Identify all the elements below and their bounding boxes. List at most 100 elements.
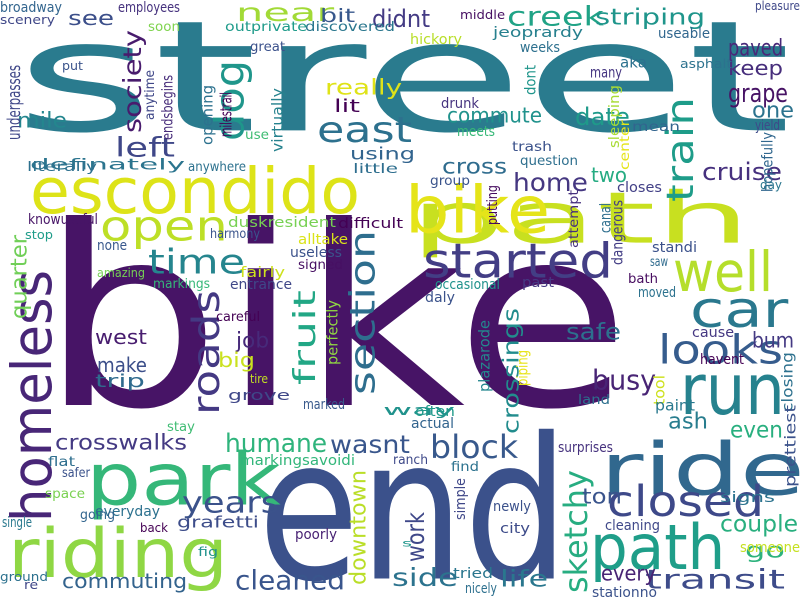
word-93: weeks bbox=[520, 38, 560, 56]
word-157: land bbox=[578, 391, 610, 408]
word-19: closed bbox=[607, 476, 765, 527]
word-13: started bbox=[423, 232, 613, 289]
word-138: stop bbox=[25, 227, 53, 242]
word-160: often bbox=[415, 402, 455, 420]
word-58: life bbox=[500, 564, 549, 592]
word-75: go bbox=[745, 538, 785, 563]
word-87: jeoprardy bbox=[493, 23, 584, 41]
word-36: wasnt bbox=[330, 429, 410, 459]
word-88: middle bbox=[460, 7, 506, 22]
word-180: ground bbox=[0, 569, 48, 584]
word-145: markings bbox=[153, 275, 211, 292]
word-59: every bbox=[601, 561, 656, 586]
word-81: scenery bbox=[0, 12, 55, 27]
word-69: job bbox=[236, 328, 270, 353]
word-71: trip bbox=[95, 370, 145, 392]
word-139: harmony bbox=[210, 225, 261, 242]
word-182: tried bbox=[453, 564, 494, 582]
word-100: anytime bbox=[141, 70, 158, 120]
word-167: safer bbox=[62, 464, 91, 481]
word-82: soon bbox=[148, 18, 180, 35]
word-156: grove bbox=[228, 386, 291, 404]
word-129: prettiest bbox=[781, 405, 800, 487]
word-143: signed bbox=[298, 256, 343, 273]
word-161: actual bbox=[411, 414, 454, 432]
word-164: ranch bbox=[393, 451, 429, 468]
word-37: humane bbox=[225, 427, 328, 459]
word-54: mile bbox=[17, 108, 67, 133]
word-29: home bbox=[513, 167, 588, 197]
word-119: dangerous bbox=[608, 200, 627, 265]
word-162: flat bbox=[48, 453, 76, 470]
word-51: paved bbox=[728, 33, 783, 61]
word-17: looks bbox=[658, 326, 784, 374]
word-73: bum bbox=[752, 328, 795, 353]
word-135: knowuseful bbox=[28, 210, 98, 228]
word-131: someone bbox=[740, 538, 800, 556]
word-102: milestrail bbox=[216, 92, 236, 137]
word-155: tire bbox=[250, 371, 269, 386]
word-133: anywhere bbox=[188, 158, 246, 175]
word-85: great bbox=[250, 38, 286, 55]
word-60: lit bbox=[334, 95, 360, 117]
word-110: mean bbox=[632, 118, 680, 135]
word-50: striping bbox=[595, 4, 706, 30]
word-5: bike bbox=[405, 172, 551, 249]
word-130: signs bbox=[720, 488, 775, 506]
word-57: even bbox=[730, 415, 783, 443]
word-32: transit bbox=[645, 563, 786, 596]
word-147: entrance bbox=[230, 275, 293, 293]
word-4: escondido bbox=[30, 154, 361, 229]
word-158: marked bbox=[303, 395, 346, 413]
word-184: stationno bbox=[592, 583, 657, 600]
word-47: couple bbox=[720, 509, 799, 537]
word-52: keep bbox=[728, 56, 783, 80]
word-136: duskresident bbox=[228, 213, 336, 231]
word-6: park bbox=[86, 437, 281, 522]
word-151: careful bbox=[216, 308, 261, 325]
word-41: cross bbox=[442, 154, 508, 179]
word-113: yield bbox=[755, 116, 780, 134]
word-18: time bbox=[148, 241, 245, 282]
word-72: bit bbox=[320, 4, 356, 27]
word-175: poorly bbox=[295, 525, 337, 543]
word-125: havent bbox=[700, 350, 744, 368]
word-149: daly bbox=[425, 288, 455, 306]
word-165: find bbox=[451, 458, 479, 475]
word-84: discovered bbox=[305, 18, 396, 35]
word-39: really bbox=[325, 75, 403, 100]
word-123: moved bbox=[638, 283, 676, 301]
word-95: dont bbox=[521, 64, 540, 95]
word-3: path bbox=[410, 176, 751, 260]
word-2: end bbox=[258, 395, 569, 600]
word-53: make bbox=[97, 353, 147, 377]
word-181: re bbox=[24, 577, 39, 592]
word-121: saw bbox=[650, 253, 669, 270]
word-55: west bbox=[95, 325, 147, 349]
word-79: employees bbox=[118, 0, 180, 16]
word-48: grape bbox=[728, 77, 788, 109]
word-61: date bbox=[575, 102, 630, 131]
word-140: alltake bbox=[298, 230, 349, 248]
word-116: closes bbox=[617, 178, 662, 196]
word-115: day bbox=[760, 177, 782, 192]
word-106: trash bbox=[512, 138, 553, 155]
word-15: car bbox=[690, 280, 789, 339]
word-62: quarter bbox=[6, 234, 32, 319]
word-173: going bbox=[80, 506, 116, 523]
word-96: drunk bbox=[441, 94, 480, 112]
word-26: train bbox=[658, 97, 702, 202]
word-120: standi bbox=[652, 238, 698, 256]
word-107: question bbox=[520, 152, 579, 169]
word-94: asphalt bbox=[680, 56, 732, 71]
word-163: markingsavoidi bbox=[240, 451, 356, 469]
word-148: occasional bbox=[435, 275, 500, 293]
word-86: hickory bbox=[410, 30, 462, 48]
word-1: bike bbox=[40, 172, 631, 465]
word-128: paint bbox=[655, 396, 696, 415]
word-34: side bbox=[392, 562, 458, 592]
word-28: block bbox=[430, 428, 519, 466]
word-74: ton bbox=[582, 484, 622, 509]
word-103: virtually bbox=[268, 88, 287, 152]
word-90: aka bbox=[620, 53, 647, 72]
